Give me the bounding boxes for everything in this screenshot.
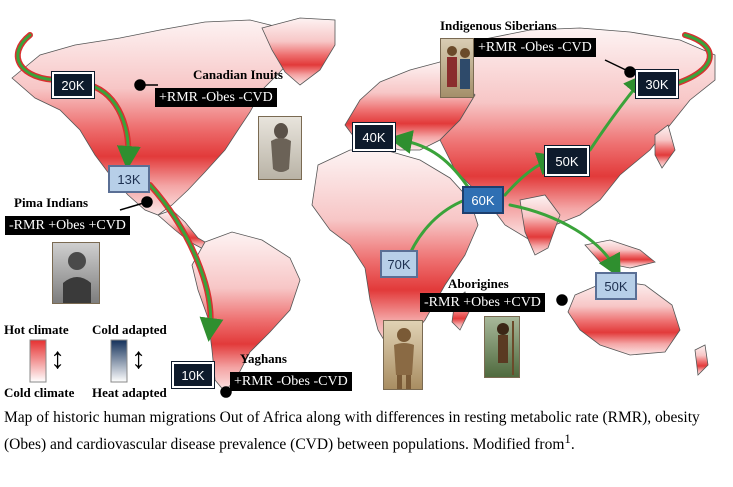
pima-image <box>52 242 100 304</box>
legend-arrow-icon-1: ↕ <box>50 342 65 375</box>
arrow-60k-40k <box>388 130 472 192</box>
cold-adapted-bar <box>110 339 128 383</box>
caption-tail: . <box>570 436 575 454</box>
pima-traits: -RMR +Obes +CVD <box>5 216 130 235</box>
inuit-figurine-image <box>258 116 302 180</box>
japan <box>654 124 676 169</box>
arrow-70k-60k <box>406 198 467 260</box>
new-zealand <box>694 344 709 376</box>
aborigine-figure-icon <box>497 321 514 375</box>
arrow-60k-50k-aus <box>508 203 621 279</box>
siberian-people-icon <box>447 46 470 89</box>
legend-cold-climate: Cold climate <box>4 385 75 400</box>
south-america <box>191 231 301 393</box>
pima-portrait-icon <box>63 252 91 303</box>
figurine-icon <box>271 123 291 172</box>
yaghan-figure-icon <box>394 328 414 389</box>
node-13k: 13K <box>108 165 150 193</box>
aborigine-marker <box>556 294 568 306</box>
siberians-title: Indigenous Siberians <box>440 18 557 33</box>
connectors <box>119 59 636 398</box>
hot-climate-bar <box>29 339 47 383</box>
yaghans-traits: +RMR -Obes -CVD <box>230 372 352 391</box>
greenland <box>261 17 336 86</box>
inuit-marker <box>134 79 146 91</box>
arrow-50k-30k <box>588 72 648 152</box>
yaghans-title: Yaghans <box>240 351 287 366</box>
north-america <box>11 19 301 216</box>
node-50k-asia: 50K <box>544 145 590 177</box>
node-20k: 20K <box>51 71 95 99</box>
caption-superscript: 1 <box>564 431 571 446</box>
siberians-traits: +RMR -Obes -CVD <box>474 38 596 57</box>
legend-cold-adapted: Cold adapted <box>92 322 167 337</box>
siberians-image <box>440 38 474 98</box>
node-60k: 60K <box>462 186 504 214</box>
siberian-marker <box>624 66 636 78</box>
aborigines-title: Aborigines <box>448 276 509 291</box>
node-50k-aus: 50K <box>595 272 637 300</box>
legend-heat-adapted: Heat adapted <box>92 385 167 400</box>
world-map <box>11 17 716 398</box>
migration-arrows <box>14 32 713 342</box>
inuits-title: Canadian Inuits <box>193 67 283 82</box>
node-30k: 30K <box>635 69 679 99</box>
inuits-traits: +RMR -Obes -CVD <box>155 88 277 107</box>
node-10k: 10K <box>171 361 215 389</box>
aborigines-traits: -RMR +Obes +CVD <box>420 293 545 312</box>
yaghan-marker <box>220 386 232 398</box>
figure-caption: Map of historic human migrations Out of … <box>4 407 729 455</box>
aborigine-image <box>484 316 520 378</box>
yaghan-image <box>383 320 423 390</box>
pima-marker <box>141 196 153 208</box>
node-70k: 70K <box>380 250 418 278</box>
node-40k: 40K <box>352 122 396 152</box>
pima-title: Pima Indians <box>14 195 89 210</box>
legend-arrow-icon-2: ↕ <box>131 342 146 375</box>
legend-hot-climate: Hot climate <box>4 322 69 337</box>
caption-text: Map of historic human migrations Out of … <box>4 409 700 454</box>
